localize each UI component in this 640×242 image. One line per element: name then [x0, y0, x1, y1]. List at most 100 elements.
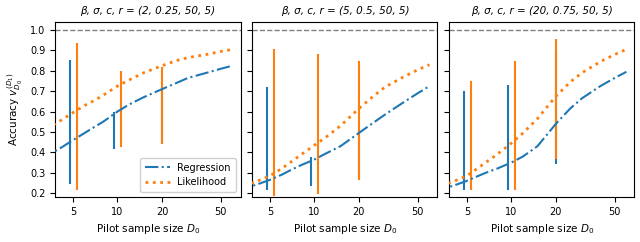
Regression [369, 121, 377, 124]
Likelihood [125, 78, 133, 81]
Regression [234, 189, 241, 191]
Likelihood [278, 167, 285, 170]
Regression [623, 70, 630, 73]
Likelihood [355, 107, 363, 110]
Title: β, σ, c, r = (5, 0.5, 50, 5): β, σ, c, r = (5, 0.5, 50, 5) [281, 6, 409, 15]
Regression [310, 158, 318, 161]
Likelihood [184, 56, 192, 59]
Line: Likelihood: Likelihood [40, 49, 232, 132]
Regression [578, 97, 586, 100]
Likelihood [99, 94, 107, 97]
Regression [114, 110, 122, 113]
Line: Likelihood: Likelihood [237, 65, 429, 188]
Likelihood [449, 181, 456, 183]
Regression [484, 170, 492, 173]
Likelihood [552, 95, 560, 98]
Likelihood [266, 174, 274, 177]
Regression [36, 157, 44, 160]
Title: β, σ, c, r = (2, 0.25, 50, 5): β, σ, c, r = (2, 0.25, 50, 5) [81, 6, 216, 15]
Regression [172, 82, 180, 84]
Regression [566, 107, 574, 110]
Likelihood [596, 60, 604, 63]
Regression [158, 88, 166, 91]
Regression [337, 145, 344, 148]
Likelihood [430, 187, 438, 189]
Likelihood [252, 181, 259, 183]
Likelihood [493, 153, 501, 156]
Legend: Regression, Likelihood: Regression, Likelihood [140, 158, 236, 192]
Regression [323, 152, 330, 155]
Likelihood [426, 63, 433, 66]
Regression [552, 122, 560, 125]
Likelihood [611, 53, 618, 56]
X-axis label: Pilot sample size $D_0$: Pilot sample size $D_0$ [490, 222, 594, 236]
Regression [381, 113, 388, 116]
Likelihood [323, 136, 330, 138]
Likelihood [91, 99, 99, 102]
Regression [55, 148, 63, 151]
X-axis label: Pilot sample size $D_0$: Pilot sample size $D_0$ [292, 222, 397, 236]
Likelihood [369, 95, 377, 98]
Regression [278, 173, 285, 176]
Regression [252, 183, 259, 186]
X-axis label: Pilot sample size $D_0$: Pilot sample size $D_0$ [96, 222, 200, 236]
Likelihood [475, 166, 483, 169]
Regression [355, 131, 363, 134]
Regression [125, 103, 133, 106]
Regression [493, 167, 501, 170]
Line: Likelihood: Likelihood [434, 49, 627, 188]
Regression [519, 155, 527, 158]
Regression [534, 145, 541, 148]
Likelihood [310, 144, 318, 147]
Likelihood [463, 174, 471, 177]
Likelihood [534, 117, 541, 120]
Likelihood [140, 71, 147, 74]
Likelihood [381, 86, 388, 89]
Line: Regression: Regression [237, 86, 429, 190]
Likelihood [228, 48, 236, 51]
Regression [91, 125, 99, 128]
Title: β, σ, c, r = (20, 0.75, 50, 5): β, σ, c, r = (20, 0.75, 50, 5) [471, 6, 612, 15]
Regression [99, 120, 107, 123]
Likelihood [158, 64, 166, 67]
Likelihood [81, 104, 88, 107]
Likelihood [172, 59, 180, 62]
Regression [463, 179, 471, 182]
Regression [184, 76, 192, 79]
Regression [426, 85, 433, 88]
Likelihood [288, 160, 296, 163]
Regression [508, 161, 515, 164]
Regression [140, 96, 147, 99]
Regression [449, 184, 456, 187]
Regression [611, 76, 618, 79]
Likelihood [69, 111, 77, 114]
Likelihood [414, 68, 422, 71]
Regression [228, 64, 236, 67]
Regression [81, 131, 88, 134]
Regression [399, 101, 407, 104]
Likelihood [578, 71, 586, 74]
Likelihood [484, 159, 492, 162]
Regression [296, 164, 304, 167]
Likelihood [217, 50, 225, 53]
Line: Regression: Regression [40, 66, 232, 159]
Likelihood [519, 131, 527, 134]
Line: Regression: Regression [434, 72, 627, 191]
Regression [288, 168, 296, 171]
Likelihood [623, 48, 630, 51]
Regression [266, 178, 274, 181]
Y-axis label: Accuracy $v_{D_0}^{(D_1)}$: Accuracy $v_{D_0}^{(D_1)}$ [6, 73, 25, 146]
Likelihood [203, 53, 211, 56]
Regression [596, 85, 604, 88]
Regression [475, 174, 483, 177]
Likelihood [36, 130, 44, 133]
Regression [69, 139, 77, 142]
Likelihood [296, 154, 304, 157]
Likelihood [55, 120, 63, 123]
Regression [203, 71, 211, 74]
Regression [414, 92, 422, 95]
Regression [217, 67, 225, 70]
Likelihood [337, 124, 344, 127]
Likelihood [508, 142, 515, 145]
Likelihood [114, 85, 122, 88]
